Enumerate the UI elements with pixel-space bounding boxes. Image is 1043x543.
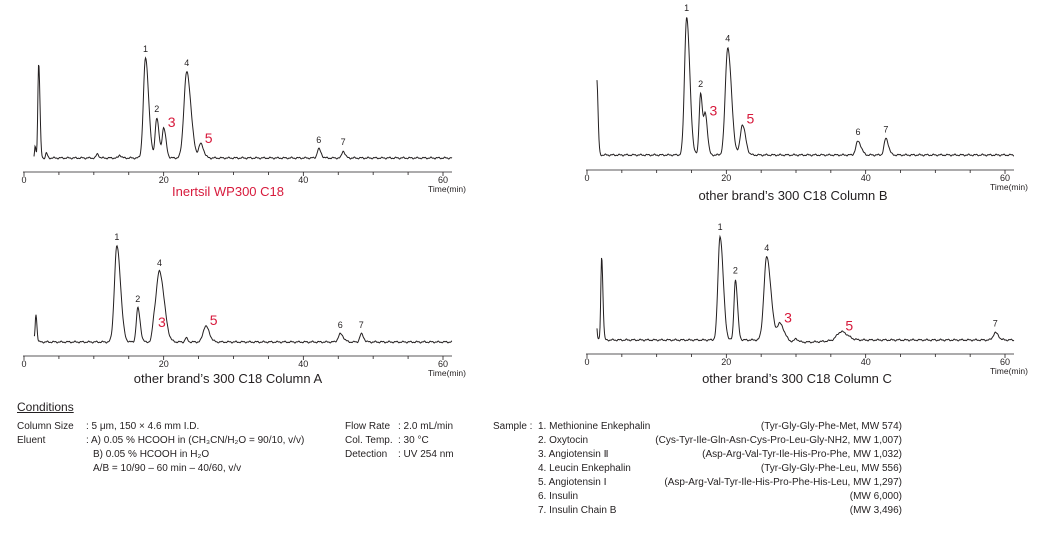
flow-rate-value: : 2.0 mL/min — [398, 421, 454, 432]
peak-label: 3 — [710, 102, 718, 118]
detection-value: : UV 254 nm — [398, 449, 454, 460]
eluent-label: Eluent — [17, 435, 46, 446]
peak-label: 3 — [168, 114, 176, 130]
chart-caption: other brand’s 300 C18 Column C — [702, 371, 892, 386]
chart-caption: other brand’s 300 C18 Column B — [698, 188, 887, 203]
sample-meta: (Asp-Arg-Val-Tyr-Ile-His-Pro-Phe-His-Leu… — [664, 477, 902, 488]
peak-label: 6 — [855, 127, 860, 137]
x-tick-label: 40 — [861, 173, 871, 183]
peak-label: 4 — [157, 258, 162, 268]
sample-name: 1. Methionine Enkephalin — [538, 421, 651, 432]
chart-caption: Inertsil WP300 C18 — [172, 184, 284, 199]
sample-meta: (Asp-Arg-Val-Tyr-Ile-His-Pro-Phe, MW 1,0… — [702, 449, 902, 460]
peak-label: 5 — [747, 111, 755, 127]
peak-label: 7 — [993, 319, 998, 329]
x-axis-label: Time(min) — [428, 368, 466, 378]
x-axis-label: Time(min) — [428, 184, 466, 194]
peak-label: 2 — [733, 266, 738, 276]
col-temp-label: Col. Temp. — [345, 435, 393, 446]
sample-name: 2. Oxytocin — [538, 435, 589, 446]
peak-label: 2 — [154, 104, 159, 114]
peak-label: 4 — [764, 243, 769, 253]
detection-label: Detection — [345, 449, 388, 460]
chromatogram-trace — [33, 56, 453, 160]
chromatogram-trace — [33, 244, 453, 344]
peak-label: 1 — [684, 3, 689, 13]
x-tick-label: 60 — [1000, 357, 1010, 367]
x-tick-label: 20 — [721, 357, 731, 367]
sample-meta: (Tyr-Gly-Gly-Phe-Met, MW 574) — [760, 421, 902, 432]
peak-label: 4 — [725, 33, 730, 43]
sample-name: 5. Angiotensin Ⅰ — [538, 477, 607, 488]
x-tick-label: 0 — [21, 175, 26, 185]
x-tick-label: 60 — [1000, 173, 1010, 183]
peak-label: 1 — [143, 44, 148, 54]
sample-label: Sample : — [493, 421, 533, 432]
peak-label: 1 — [114, 232, 119, 242]
sample-name: 4. Leucin Enkephalin — [538, 463, 631, 474]
x-axis-label: Time(min) — [990, 366, 1028, 376]
peak-label: 4 — [184, 58, 189, 68]
eluent-a: : A) 0.05 % HCOOH in (CH₃CN/H₂O = 90/10,… — [86, 435, 305, 446]
sample-meta: (MW 3,496) — [849, 505, 902, 516]
sample-name: 3. Angiotensin Ⅱ — [538, 449, 609, 460]
flow-rate-label: Flow Rate — [345, 421, 391, 432]
peak-label: 6 — [338, 320, 343, 330]
x-tick-label: 0 — [584, 173, 589, 183]
chromatogram-trace — [596, 234, 1015, 344]
x-tick-label: 40 — [298, 359, 308, 369]
peak-label: 5 — [205, 130, 213, 146]
peak-label: 5 — [845, 318, 853, 334]
x-tick-label: 60 — [438, 175, 448, 185]
sample-meta: (MW 6,000) — [849, 491, 902, 502]
chromatogram-trace — [596, 17, 1014, 157]
x-axis-label: Time(min) — [990, 182, 1028, 192]
peak-label: 2 — [698, 79, 703, 89]
peak-label: 2 — [135, 294, 140, 304]
peak-label: 3 — [784, 309, 792, 325]
conditions-title: Conditions — [17, 400, 74, 414]
peak-label: 7 — [883, 124, 888, 134]
chart-caption: other brand’s 300 C18 Column A — [134, 371, 323, 386]
x-tick-label: 20 — [159, 359, 169, 369]
x-tick-label: 20 — [721, 173, 731, 183]
col-temp-value: : 30 °C — [398, 435, 429, 446]
x-tick-label: 40 — [298, 175, 308, 185]
column-size-label: Column Size — [17, 421, 74, 432]
x-tick-label: 20 — [159, 175, 169, 185]
eluent-b: B) 0.05 % HCOOH in H₂O — [93, 449, 210, 460]
sample-meta: (Tyr-Gly-Gly-Phe-Leu, MW 556) — [760, 463, 902, 474]
peak-label: 1 — [718, 222, 723, 232]
x-tick-label: 60 — [438, 359, 448, 369]
peak-label: 5 — [210, 312, 218, 328]
peak-label: 7 — [359, 320, 364, 330]
sample-name: 7. Insulin Chain B — [538, 505, 617, 516]
x-tick-label: 0 — [584, 357, 589, 367]
x-tick-label: 40 — [861, 357, 871, 367]
sample-name: 6. Insulin — [538, 491, 579, 502]
x-tick-label: 0 — [21, 359, 26, 369]
peak-label: 7 — [341, 137, 346, 147]
eluent-gradient: A/B = 10/90 – 60 min – 40/60, v/v — [93, 463, 242, 474]
peak-label: 3 — [158, 314, 166, 330]
sample-meta: (Cys-Tyr-Ile-Gln-Asn-Cys-Pro-Leu-Gly-NH2… — [655, 435, 902, 446]
peak-label: 6 — [316, 135, 321, 145]
column-size-value: : 5 μm, 150 × 4.6 mm I.D. — [86, 421, 200, 432]
